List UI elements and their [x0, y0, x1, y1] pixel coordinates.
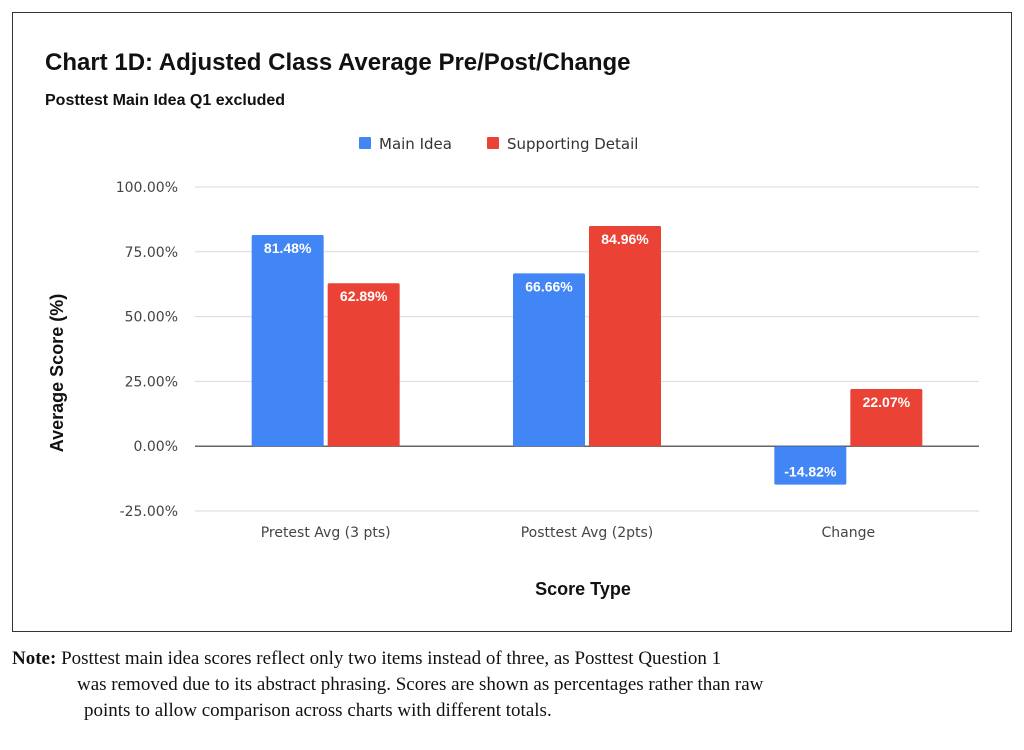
- bar-main-idea-0: [251, 235, 324, 447]
- data-label: 62.89%: [340, 288, 388, 304]
- data-label: 66.66%: [525, 278, 573, 294]
- note-lead: Note:: [12, 648, 57, 669]
- bar-supporting-detail-1: [589, 225, 661, 447]
- bars: 81.48% 62.89% 66.66% 84.96% -14.82% 22.07%: [251, 225, 923, 485]
- gridlines: [195, 186, 979, 512]
- data-label: 22.07%: [863, 394, 911, 410]
- y-tick-label: 0.00%: [134, 439, 178, 455]
- data-label: 81.48%: [264, 240, 312, 256]
- note-line-1: Posttest main idea scores reflect only t…: [61, 648, 722, 669]
- footnote: Note: Posttest main idea scores reflect …: [12, 646, 1012, 724]
- chart-subtitle: Posttest Main Idea Q1 excluded: [45, 92, 285, 109]
- x-axis-ticks: Pretest Avg (3 pts) Posttest Avg (2pts) Ch…: [261, 525, 875, 541]
- legend: Main Idea Supporting Detail: [359, 135, 638, 153]
- data-label: 84.96%: [601, 231, 649, 247]
- y-tick-label: 100.00%: [116, 180, 178, 196]
- y-axis-ticks: 100.00% 75.00% 50.00% 25.00% 0.00% -25.00%: [116, 180, 178, 520]
- x-tick-label: Pretest Avg (3 pts): [261, 525, 391, 541]
- x-tick-label: Change: [822, 525, 876, 541]
- note-line-2: was removed due to its abstract phrasing…: [77, 674, 764, 695]
- y-tick-label: 75.00%: [125, 245, 178, 261]
- data-label: -14.82%: [784, 464, 837, 480]
- x-axis-title: Score Type: [535, 579, 631, 599]
- bar-chart: Chart 1D: Adjusted Class Average Pre/Pos…: [45, 49, 979, 599]
- legend-label: Main Idea: [379, 135, 452, 153]
- chart-frame: Chart 1D: Adjusted Class Average Pre/Pos…: [12, 12, 1012, 632]
- note-line-3: points to allow comparison across charts…: [84, 700, 552, 721]
- bar-main-idea-1: [513, 273, 585, 447]
- legend-label: Supporting Detail: [507, 135, 638, 153]
- y-tick-label: 25.00%: [125, 374, 178, 390]
- chart-title: Chart 1D: Adjusted Class Average Pre/Pos…: [45, 49, 631, 76]
- legend-swatch: [359, 137, 371, 149]
- bar-supporting-detail-0: [327, 283, 400, 447]
- y-tick-label: 50.00%: [125, 310, 178, 326]
- y-tick-label: -25.00%: [120, 504, 178, 520]
- y-axis-title: Average Score (%): [47, 294, 67, 452]
- x-tick-label: Posttest Avg (2pts): [521, 525, 654, 541]
- legend-swatch: [487, 137, 499, 149]
- bar-main-idea-2: [774, 446, 847, 485]
- bar-supporting-detail-2: [850, 388, 923, 447]
